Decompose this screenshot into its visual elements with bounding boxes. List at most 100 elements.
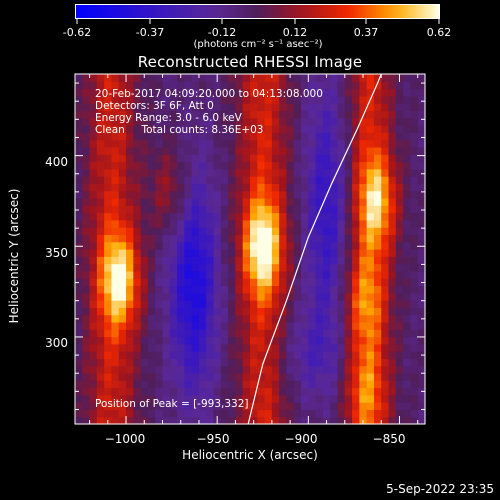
heatmap-cell xyxy=(228,256,237,265)
heatmap-cell xyxy=(177,292,185,301)
heatmap-cell xyxy=(366,300,375,308)
heatmap-cell xyxy=(315,402,324,411)
heatmap-cell xyxy=(366,219,375,228)
heatmap-cell xyxy=(133,190,142,199)
heatmap-cell xyxy=(89,249,98,257)
heatmap-cell xyxy=(169,234,178,243)
heatmap-cell xyxy=(228,270,237,279)
heatmap-cell xyxy=(366,81,375,90)
heatmap-cell xyxy=(417,300,426,308)
heatmap-cell xyxy=(198,358,207,367)
heatmap-cell xyxy=(395,103,404,112)
heatmap-cell xyxy=(257,212,266,221)
heatmap-cell xyxy=(344,394,353,403)
heatmap-cell xyxy=(301,110,309,119)
heatmap-cell xyxy=(162,358,171,367)
heatmap-cell xyxy=(126,219,134,228)
heatmap-cell xyxy=(235,292,244,301)
heatmap-cell xyxy=(162,256,171,265)
heatmap-cell xyxy=(250,300,258,308)
heatmap-cell xyxy=(220,81,229,90)
heatmap-cell xyxy=(155,314,164,323)
heatmap-cell xyxy=(162,234,171,243)
heatmap-cell xyxy=(315,234,324,243)
heatmap-cell xyxy=(118,416,127,425)
heatmap-cell xyxy=(82,394,91,403)
heatmap-cell xyxy=(155,409,164,418)
heatmap-cell xyxy=(359,372,368,381)
heatmap-cell xyxy=(293,234,302,243)
heatmap-cell xyxy=(126,190,134,199)
heatmap-cell xyxy=(111,358,120,367)
heatmap-cell xyxy=(162,227,171,236)
heatmap-cell xyxy=(271,132,280,141)
heatmap-cell xyxy=(279,249,288,257)
heatmap-cell xyxy=(242,212,251,221)
heatmap-cell xyxy=(286,139,295,148)
heatmap-cell xyxy=(257,117,266,126)
heatmap-cell xyxy=(198,110,207,119)
heatmap-cell xyxy=(155,88,164,97)
heatmap-cell xyxy=(177,343,185,352)
heatmap-cell xyxy=(155,81,164,90)
heatmap-cell xyxy=(82,380,91,389)
heatmap-cell xyxy=(220,256,229,265)
heatmap-cell xyxy=(403,307,412,316)
heatmap-cell xyxy=(162,307,171,316)
heatmap-cell xyxy=(257,416,266,425)
heatmap-cell xyxy=(417,329,426,338)
heatmap-cell xyxy=(373,103,382,112)
heatmap-cell xyxy=(198,234,207,243)
heatmap-cell xyxy=(111,387,120,396)
heatmap-cell xyxy=(352,380,360,389)
heatmap-cell xyxy=(257,103,266,112)
heatmap-cell xyxy=(133,74,142,82)
heatmap-cell xyxy=(133,372,142,381)
heatmap-cell xyxy=(126,205,134,214)
heatmap-cell xyxy=(359,95,368,104)
heatmap-cell xyxy=(330,416,339,425)
heatmap-cell xyxy=(104,358,113,367)
heatmap-cell xyxy=(235,329,244,338)
heatmap-cell xyxy=(344,81,353,90)
heatmap-cell xyxy=(388,168,397,177)
heatmap-cell xyxy=(213,394,222,403)
heatmap-cell xyxy=(82,270,91,279)
heatmap-cell xyxy=(264,176,273,184)
heatmap-cell xyxy=(191,74,200,82)
heatmap-cell xyxy=(315,117,324,126)
heatmap-cell xyxy=(257,219,266,228)
heatmap-cell xyxy=(337,409,346,418)
heatmap-cell xyxy=(373,285,382,294)
heatmap-cell xyxy=(184,314,193,323)
heatmap-cell xyxy=(301,409,309,418)
heatmap-cell xyxy=(198,394,207,403)
heatmap-cell xyxy=(250,278,258,287)
heatmap-cell xyxy=(257,146,266,155)
heatmap-cell xyxy=(111,285,120,294)
heatmap-cell xyxy=(169,380,178,389)
heatmap-cell xyxy=(330,285,339,294)
heatmap-cell xyxy=(279,292,288,301)
heatmap-cell xyxy=(271,285,280,294)
heatmap-cell xyxy=(286,212,295,221)
heatmap-cell xyxy=(315,278,324,287)
heatmap-cell xyxy=(162,270,171,279)
heatmap-cell xyxy=(111,212,120,221)
heatmap-cell xyxy=(184,256,193,265)
heatmap-cell xyxy=(337,285,346,294)
heatmap-cell xyxy=(169,409,178,418)
heatmap-cell xyxy=(191,241,200,250)
heatmap-cell xyxy=(206,358,215,367)
heatmap-cell xyxy=(286,168,295,177)
y-tick-label: 400 xyxy=(45,155,68,169)
heatmap-cell xyxy=(257,205,266,214)
heatmap-cell xyxy=(118,103,127,112)
heatmap-cell xyxy=(147,372,156,381)
heatmap-cell xyxy=(337,336,346,345)
heatmap-cell xyxy=(344,307,353,316)
heatmap-cell xyxy=(133,285,142,294)
heatmap-cell xyxy=(198,351,207,359)
heatmap-cell xyxy=(82,190,91,199)
heatmap-cell xyxy=(96,351,105,359)
